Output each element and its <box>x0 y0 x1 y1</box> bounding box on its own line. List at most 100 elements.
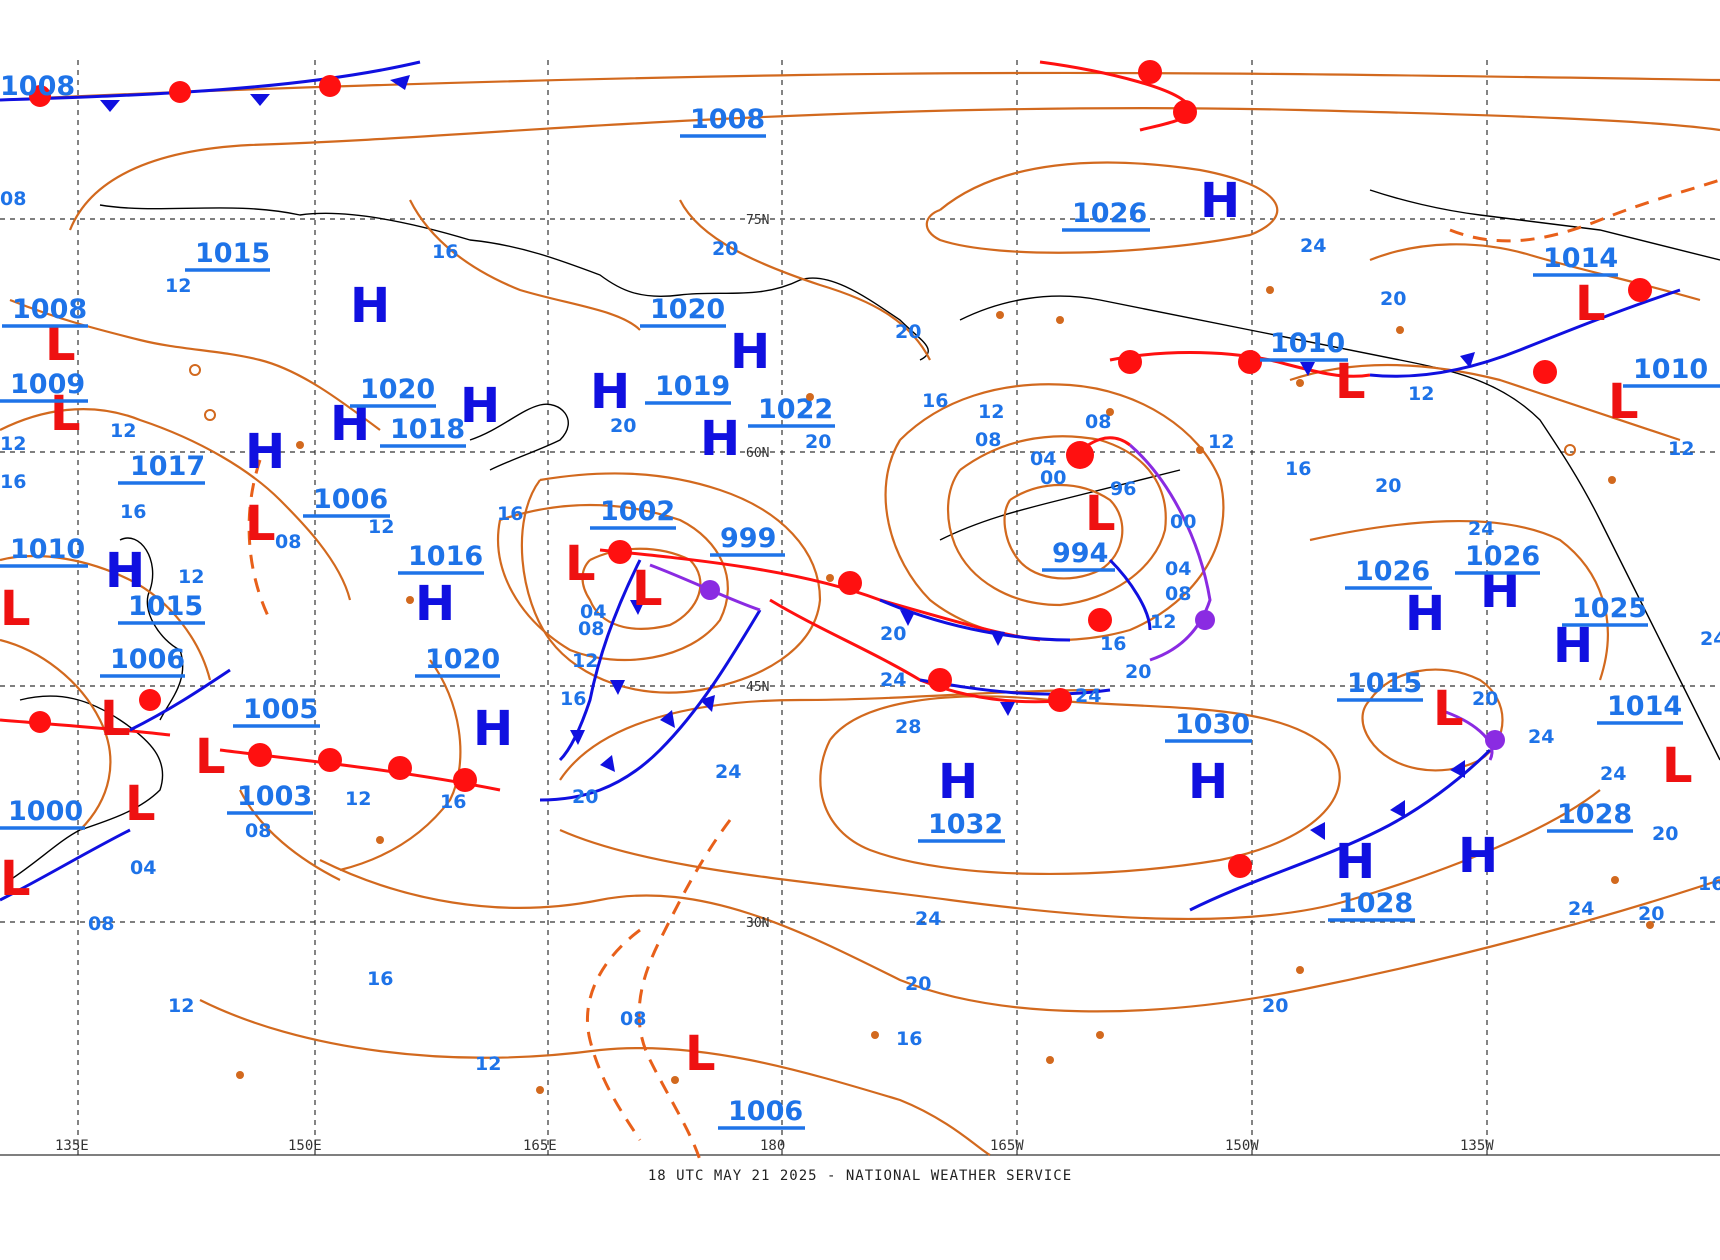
pressure-value: 1019 <box>655 371 730 402</box>
pressure-value: 1032 <box>928 809 1003 840</box>
svg-text:12: 12 <box>165 275 191 297</box>
pressure-value: 1016 <box>408 541 483 572</box>
high-marker: H <box>700 411 740 467</box>
svg-text:20: 20 <box>572 786 598 808</box>
low-marker: L <box>1085 486 1116 542</box>
svg-text:16: 16 <box>367 968 393 990</box>
svg-text:75N: 75N <box>746 213 769 228</box>
svg-text:24: 24 <box>915 908 941 930</box>
svg-text:04: 04 <box>580 601 606 623</box>
high-marker: H <box>1188 754 1228 810</box>
station-plots <box>189 286 1654 1094</box>
svg-text:165W: 165W <box>990 1138 1024 1154</box>
svg-text:16: 16 <box>896 1028 922 1050</box>
svg-text:16: 16 <box>120 501 146 523</box>
low-marker: L <box>1433 681 1464 737</box>
svg-text:24: 24 <box>1568 898 1594 920</box>
svg-text:20: 20 <box>805 431 831 453</box>
svg-text:20: 20 <box>1472 688 1498 710</box>
pressure-value: 994 <box>1052 538 1108 569</box>
svg-text:08: 08 <box>620 1008 646 1030</box>
latitude-axis-labels: 75N 60N 45N 30N <box>746 213 769 931</box>
svg-text:16: 16 <box>1285 458 1311 480</box>
svg-text:20: 20 <box>1638 903 1664 925</box>
low-marker: L <box>1575 276 1606 332</box>
svg-text:00: 00 <box>1170 511 1196 533</box>
pressure-value: 1008 <box>12 294 87 325</box>
svg-text:24: 24 <box>1468 518 1494 540</box>
isobar-labels: 08 12 16 20 24 20 20 12 12 16 16 12 08 1… <box>0 188 1720 1075</box>
svg-text:12: 12 <box>1668 438 1694 460</box>
svg-text:12: 12 <box>178 566 204 588</box>
svg-text:20: 20 <box>610 415 636 437</box>
svg-text:16: 16 <box>560 688 586 710</box>
isobars <box>0 71 1720 1161</box>
svg-text:24: 24 <box>1075 685 1101 707</box>
pressure-value: 1014 <box>1607 691 1682 722</box>
high-marker: H <box>1458 828 1498 884</box>
svg-text:24: 24 <box>880 669 906 691</box>
pressure-value: 1026 <box>1355 556 1430 587</box>
pressure-value: 999 <box>720 523 776 554</box>
low-marker: L <box>1335 354 1366 410</box>
high-marker: H <box>730 324 770 380</box>
high-marker: H <box>105 543 145 599</box>
svg-text:08: 08 <box>1085 411 1111 433</box>
low-marker: L <box>632 561 663 617</box>
svg-text:16: 16 <box>440 791 466 813</box>
svg-text:150W: 150W <box>1225 1138 1259 1154</box>
svg-text:00: 00 <box>1040 467 1066 489</box>
svg-text:96: 96 <box>1110 478 1136 500</box>
svg-text:45N: 45N <box>746 680 769 695</box>
low-marker: L <box>685 1026 716 1082</box>
pressure-value: 1026 <box>1465 541 1540 572</box>
pressure-value: 1020 <box>360 374 435 405</box>
low-marker: L <box>565 536 596 592</box>
pressure-value: 1010 <box>1270 328 1345 359</box>
svg-text:20: 20 <box>712 238 738 260</box>
pressure-value: 1015 <box>128 591 203 622</box>
svg-text:150E: 150E <box>288 1138 322 1154</box>
pressure-value: 1003 <box>237 781 312 812</box>
svg-text:16: 16 <box>0 471 26 493</box>
pressure-value: 1005 <box>243 694 318 725</box>
svg-text:12: 12 <box>345 788 371 810</box>
svg-text:12: 12 <box>1150 611 1176 633</box>
pressure-value: 1028 <box>1338 888 1413 919</box>
low-marker: L <box>0 851 31 907</box>
svg-text:20: 20 <box>1262 995 1288 1017</box>
pressure-value: 1020 <box>650 294 725 325</box>
pressure-value: 1025 <box>1572 593 1647 624</box>
high-marker: H <box>460 378 500 434</box>
high-marker: H <box>590 364 630 420</box>
svg-text:04: 04 <box>1165 558 1191 580</box>
pressure-value: 1006 <box>313 484 388 515</box>
svg-text:16: 16 <box>497 503 523 525</box>
svg-text:20: 20 <box>880 623 906 645</box>
svg-text:20: 20 <box>1652 823 1678 845</box>
pressure-value: 1015 <box>195 238 270 269</box>
svg-text:12: 12 <box>368 516 394 538</box>
pressure-value: 1006 <box>728 1096 803 1127</box>
svg-text:24: 24 <box>1300 235 1326 257</box>
pressure-value: 1015 <box>1347 668 1422 699</box>
low-marker: L <box>1608 374 1639 430</box>
high-marker: H <box>1335 834 1375 890</box>
pressure-value: 1000 <box>8 796 83 827</box>
svg-text:30N: 30N <box>746 916 769 931</box>
svg-text:12: 12 <box>1208 431 1234 453</box>
svg-text:165E: 165E <box>523 1138 557 1154</box>
svg-text:12: 12 <box>475 1053 501 1075</box>
svg-text:20: 20 <box>1380 288 1406 310</box>
svg-text:12: 12 <box>572 650 598 672</box>
svg-text:04: 04 <box>130 857 156 879</box>
high-marker: H <box>350 278 390 334</box>
pressure-value: 1002 <box>600 496 675 527</box>
svg-text:135E: 135E <box>55 1138 89 1154</box>
svg-text:16: 16 <box>1100 633 1126 655</box>
low-marker: L <box>0 581 31 637</box>
svg-text:135W: 135W <box>1460 1138 1494 1154</box>
pressure-value: 1017 <box>130 451 205 482</box>
svg-text:24: 24 <box>1600 763 1626 785</box>
